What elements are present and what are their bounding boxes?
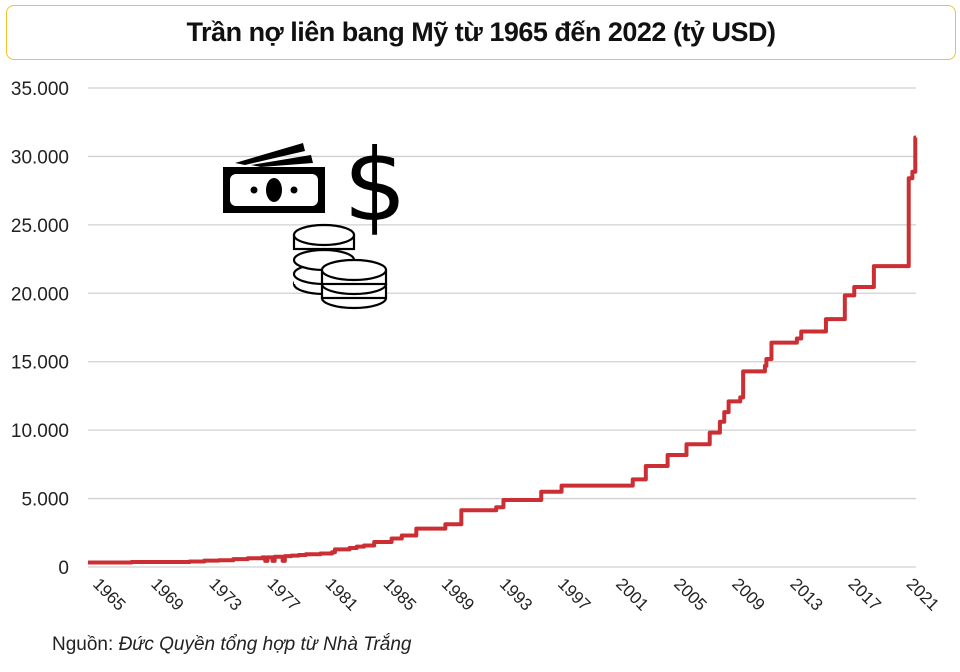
x-tick-label: 1993: [496, 574, 536, 614]
x-tick-label: 1985: [380, 574, 420, 614]
y-axis-ticks: 0 5.000 10.000 15.000 20.000 25.000 30.000 35.0…: [11, 79, 69, 579]
source-text: Đức Quyền tổng hợp từ Nhà Trắng: [118, 634, 412, 655]
x-tick-label: 2013: [786, 574, 826, 614]
x-tick-label: 1989: [438, 574, 478, 614]
x-tick-label: 1973: [205, 574, 245, 614]
x-axis-ticks: 1965 1969 1973 1977 1981 1985 1989 1993 1997 2001…: [89, 574, 943, 614]
x-tick-label: 2017: [845, 574, 885, 614]
x-tick-label: 1981: [322, 574, 362, 614]
chart-title: Trần nợ liên bang Mỹ từ 1965 đến 2022 (t…: [186, 17, 776, 47]
dollar-sign-icon: $: [343, 127, 407, 244]
money-bill-icon: [223, 143, 325, 213]
y-tick-label: 25.000: [11, 216, 69, 237]
y-tick-label: 30.000: [11, 147, 69, 168]
debt-ceiling-chart: 0 5.000 10.000 15.000 20.000 25.000 30.000 35.0…: [11, 79, 943, 615]
x-tick-label: 1997: [554, 574, 594, 614]
grid-lines: [88, 87, 916, 568]
chart-title-box: Trần nợ liên bang Mỹ từ 1965 đến 2022 (t…: [6, 5, 956, 60]
source-label: Nguồn:: [52, 634, 114, 655]
y-tick-label: 15.000: [11, 353, 69, 374]
x-tick-label: 2001: [612, 574, 652, 614]
y-tick-label: 20.000: [11, 284, 69, 305]
x-tick-label: 1969: [147, 574, 187, 614]
x-tick-label: 2021: [903, 574, 943, 614]
y-tick-label: 35.000: [11, 79, 69, 100]
x-tick-label: 1965: [89, 574, 129, 614]
series-line-debt-ceiling: [88, 135, 918, 565]
x-tick-label: 1977: [263, 574, 303, 614]
x-tick-label: 2009: [728, 574, 768, 614]
y-tick-label: 10.000: [11, 421, 69, 442]
coin-stacks-icon: [292, 223, 388, 310]
y-tick-label: 5.000: [21, 490, 69, 511]
y-tick-label: 0: [58, 558, 69, 579]
x-tick-label: 2005: [670, 574, 710, 614]
source-note: Nguồn: Đức Quyền tổng hợp từ Nhà Trắng: [52, 634, 411, 656]
